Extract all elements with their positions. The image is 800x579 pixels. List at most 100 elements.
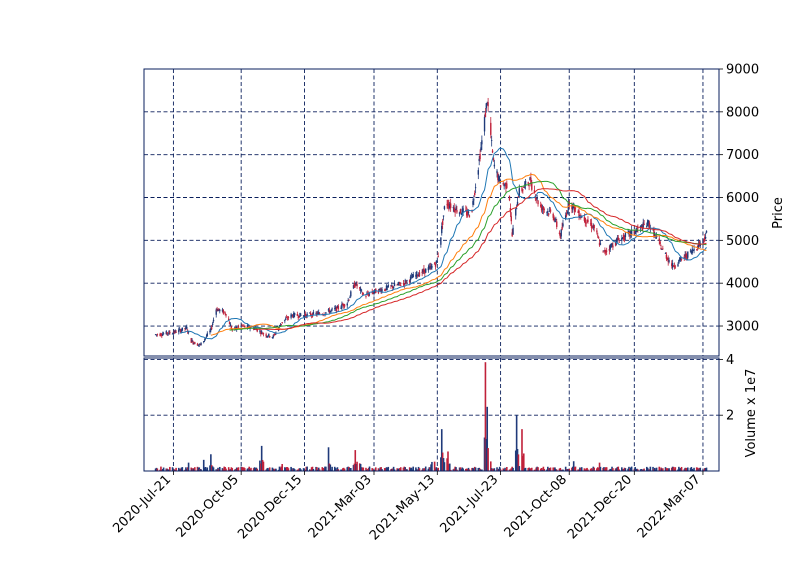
candle-body	[561, 227, 563, 230]
candle-body	[256, 329, 258, 332]
volume-bar	[181, 467, 184, 471]
candle-body	[361, 293, 364, 295]
candle-body	[360, 289, 363, 291]
x-tick-label: 2020-Dec-15	[235, 472, 305, 542]
candle-body	[334, 307, 337, 310]
candle-body	[567, 201, 570, 210]
volume-bar	[686, 468, 688, 471]
volume-bar	[553, 467, 555, 471]
candle-body	[219, 309, 221, 312]
candle-body	[615, 239, 618, 243]
candle-body	[160, 334, 162, 336]
volume-bar	[429, 467, 431, 471]
candle-body	[383, 289, 386, 291]
volume-bar	[571, 466, 574, 471]
candle-body	[181, 327, 184, 331]
candle-body	[441, 226, 443, 234]
volume-bar	[583, 468, 586, 471]
candle-body	[379, 289, 381, 291]
candle-body	[692, 250, 694, 251]
candle-body	[484, 112, 487, 118]
candle-body	[156, 334, 159, 335]
volume-bar	[362, 467, 365, 471]
volume-bar	[387, 466, 390, 471]
candle-body	[643, 223, 645, 225]
volume-bar	[447, 451, 449, 471]
candle-body	[623, 235, 626, 241]
candle-body	[162, 333, 164, 336]
candle-body	[568, 201, 570, 207]
candle-body	[611, 243, 613, 246]
volume-bar	[310, 467, 313, 471]
volume-bar	[672, 466, 675, 471]
candle-body	[244, 325, 246, 328]
volume-bar	[567, 468, 570, 471]
candle-body	[634, 231, 636, 234]
volume-bar	[635, 468, 637, 471]
candle-body	[502, 182, 504, 185]
candle-body	[591, 227, 594, 229]
volume-bar	[178, 469, 181, 471]
volume-bar	[297, 469, 300, 471]
volume-bar	[539, 468, 542, 471]
volume-bar	[686, 467, 689, 471]
volume-bar	[210, 465, 213, 471]
candle-body	[224, 312, 226, 315]
volume-bar	[436, 469, 439, 471]
volume-bar	[659, 469, 661, 471]
volume-bar	[466, 469, 469, 471]
candle-body	[560, 229, 562, 237]
volume-bar	[522, 455, 524, 471]
volume-bar	[437, 467, 439, 471]
volume-bar	[515, 415, 518, 471]
volume-bar	[628, 466, 630, 471]
candle-body	[496, 170, 498, 174]
candle-body	[564, 215, 567, 220]
candle-body	[373, 292, 375, 294]
candle-body	[617, 237, 619, 241]
volume-bar	[234, 469, 236, 471]
candle-body	[154, 334, 157, 336]
volume-bar	[473, 466, 476, 471]
volume-bar	[209, 465, 211, 471]
volume-bar	[203, 467, 206, 471]
volume-bar	[609, 468, 612, 471]
candle-body	[585, 222, 587, 224]
volume-bar	[431, 461, 433, 471]
candle-body	[460, 214, 463, 215]
volume-bar	[703, 468, 706, 471]
candle-body	[390, 285, 392, 287]
volume-bar	[499, 469, 502, 471]
volume-bar	[346, 467, 349, 471]
volume-bar	[204, 467, 207, 471]
volume-bar	[415, 469, 418, 471]
volume-bar	[405, 469, 407, 471]
volume-bar	[640, 468, 643, 471]
candle-body	[693, 248, 695, 251]
volume-bar	[684, 467, 686, 471]
volume-bar	[179, 468, 182, 471]
candle-body	[161, 335, 163, 337]
volume-bar	[617, 466, 620, 471]
volume-bar	[498, 468, 500, 471]
candle-body	[665, 254, 668, 259]
volume-bar	[661, 468, 663, 471]
volume-bar	[255, 467, 258, 471]
volume-bar	[235, 468, 237, 471]
volume-bar	[608, 469, 611, 471]
candle-body	[510, 216, 512, 222]
candle-body	[455, 207, 457, 211]
volume-bar	[621, 469, 624, 471]
candle-body	[242, 325, 244, 327]
volume-bar	[705, 467, 708, 471]
candle-body	[658, 238, 660, 241]
volume-bar	[505, 469, 507, 471]
candle-body	[199, 344, 201, 346]
volume-bar	[240, 466, 242, 471]
volume-bar	[243, 468, 246, 471]
candle-body	[442, 215, 445, 217]
volume-bar	[559, 467, 562, 471]
volume-bar	[402, 467, 405, 471]
candle-body	[572, 204, 574, 210]
candle-body	[200, 342, 202, 346]
